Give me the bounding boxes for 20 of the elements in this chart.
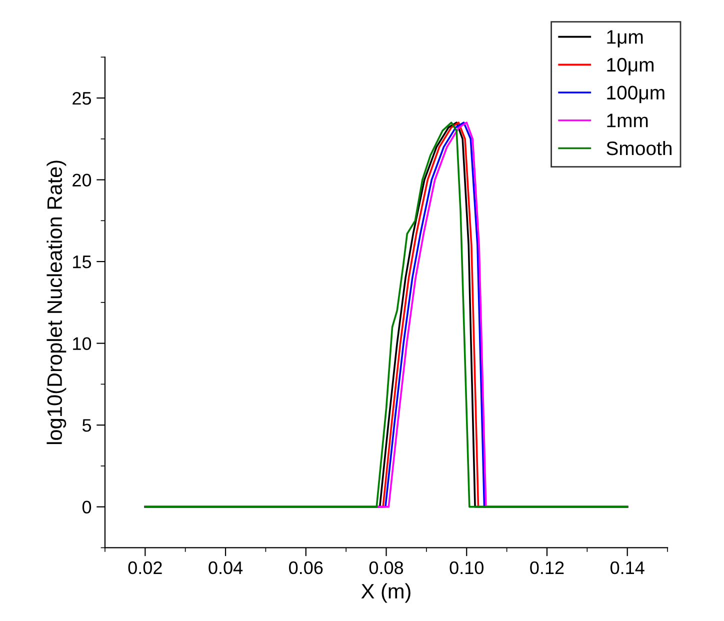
x-tick-label: 0.14 [610,561,644,574]
y-tick-label: 20 [72,174,92,186]
legend-label: 10μm [607,58,654,76]
x-tick-label: 0.06 [289,561,323,574]
x-axis-title: X (m) [361,583,410,603]
y-tick-label: 10 [73,337,92,350]
y-tick-label: 5 [82,419,92,432]
legend-label: Smooth [606,140,672,156]
y-tick-label: 25 [72,92,92,105]
x-tick-label: 0.12 [530,561,564,574]
legend-label: 100μm [607,86,664,104]
y-tick-label: 15 [73,256,92,268]
x-tick-label: 0.08 [369,561,404,574]
y-tick-label: 0 [82,500,92,514]
x-tick-label: 0.04 [208,561,243,574]
legend-label: 1mm [607,114,648,128]
y-axis-title: log10(Droplet Nucleation Rate) [46,160,66,444]
x-tick-label: 0.10 [450,561,484,574]
x-tick-label: 0.02 [128,561,162,574]
legend-label: 1μm [607,30,643,48]
